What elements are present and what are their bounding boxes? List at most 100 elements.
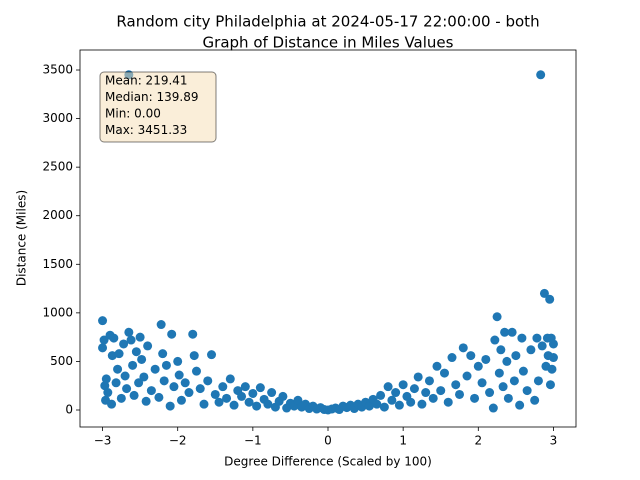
point xyxy=(417,399,427,409)
x-tick-label: 2 xyxy=(474,434,482,448)
point xyxy=(379,402,389,412)
y-tick-label: 500 xyxy=(50,354,73,368)
point xyxy=(421,388,431,398)
point xyxy=(548,353,558,363)
point xyxy=(122,384,132,394)
y-tick-label: 1000 xyxy=(42,305,73,319)
chart-title: Random city Philadelphia at 2024-05-17 2… xyxy=(116,13,539,31)
point xyxy=(113,364,123,374)
point xyxy=(503,393,513,403)
point xyxy=(111,378,121,388)
point xyxy=(203,376,213,386)
point xyxy=(526,345,536,355)
point xyxy=(439,368,449,378)
point xyxy=(409,384,419,394)
point xyxy=(184,388,194,398)
point xyxy=(492,312,502,322)
point xyxy=(116,393,126,403)
point xyxy=(150,364,160,374)
point xyxy=(537,341,547,351)
point xyxy=(507,327,517,337)
point xyxy=(413,372,423,382)
point xyxy=(237,391,247,401)
point xyxy=(103,388,113,398)
point xyxy=(135,332,145,342)
point xyxy=(500,327,510,337)
point xyxy=(509,376,519,386)
point xyxy=(545,294,555,304)
point xyxy=(229,400,239,410)
point xyxy=(473,361,483,371)
point xyxy=(244,397,254,407)
point xyxy=(443,397,453,407)
point xyxy=(517,333,527,343)
point xyxy=(141,396,151,406)
stats-text: Mean: 219.41 xyxy=(105,74,188,88)
x-tick-label: −2 xyxy=(169,434,187,448)
point xyxy=(169,382,179,392)
point xyxy=(114,349,124,359)
point xyxy=(539,288,549,298)
point xyxy=(494,368,504,378)
x-tick-label: −3 xyxy=(94,434,112,448)
point xyxy=(176,395,186,405)
y-tick-label: 0 xyxy=(65,403,73,417)
point xyxy=(126,335,136,345)
stats-box xyxy=(99,71,217,143)
point xyxy=(477,378,487,388)
point xyxy=(199,399,209,409)
point xyxy=(532,333,542,343)
point xyxy=(173,356,183,366)
stats-text: Max: 3451.33 xyxy=(105,123,187,137)
point xyxy=(107,351,117,361)
point xyxy=(406,397,416,407)
point xyxy=(120,371,130,381)
point xyxy=(533,376,543,386)
x-tick-label: 3 xyxy=(550,434,558,448)
y-tick-label: 1500 xyxy=(42,257,73,271)
point xyxy=(278,391,288,401)
point xyxy=(248,388,258,398)
point xyxy=(372,399,382,409)
point xyxy=(398,380,408,390)
point xyxy=(180,378,190,388)
point xyxy=(522,386,532,396)
y-tick-label: 2500 xyxy=(42,160,73,174)
point xyxy=(156,320,166,330)
point xyxy=(98,316,108,326)
point xyxy=(485,388,495,398)
point xyxy=(481,354,491,364)
point xyxy=(263,399,273,409)
point xyxy=(447,353,457,363)
point xyxy=(131,347,141,357)
point xyxy=(502,356,512,366)
point xyxy=(154,392,164,402)
point xyxy=(498,382,508,392)
point xyxy=(128,360,138,370)
point xyxy=(218,382,228,392)
point xyxy=(165,401,175,411)
point xyxy=(107,399,117,409)
stats-text: Median: 139.89 xyxy=(105,90,199,104)
point xyxy=(207,350,217,360)
point xyxy=(376,390,386,400)
point xyxy=(383,382,393,392)
point xyxy=(214,397,224,407)
point xyxy=(424,376,434,386)
point xyxy=(432,361,442,371)
point xyxy=(191,366,201,376)
point xyxy=(391,388,401,398)
point xyxy=(488,403,498,413)
point xyxy=(451,380,461,390)
point xyxy=(462,371,472,381)
y-tick-label: 2000 xyxy=(42,208,73,222)
point xyxy=(387,395,397,405)
point xyxy=(548,339,558,349)
point xyxy=(195,384,205,394)
point xyxy=(188,329,198,339)
x-tick-label: −1 xyxy=(244,434,262,448)
point xyxy=(394,400,404,410)
point xyxy=(490,335,500,345)
point xyxy=(167,329,177,339)
point xyxy=(98,343,108,353)
